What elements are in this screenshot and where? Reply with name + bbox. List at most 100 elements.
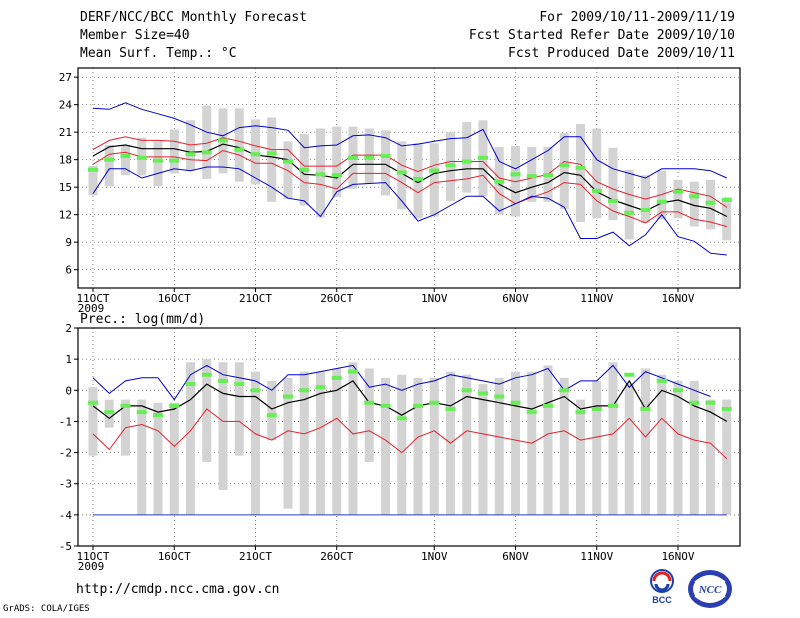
panel1-x-tick-label: 11OCT [76,292,109,305]
panel1-ensemble-bar [88,166,98,196]
panel1-mean-line [92,143,728,218]
panel1-y-tick-label: 27 [59,71,72,84]
panel2-marker [185,382,196,387]
panel2-ensemble-bar [689,380,699,515]
panel2-ensemble-bar [299,371,309,515]
panel2-marker [591,406,602,411]
panel1-ensemble-bar [332,126,342,198]
member-size-label: Member Size=40 [80,28,190,43]
panel1-marker [494,179,505,184]
panel1-marker [218,138,228,143]
panel1-ensemble-bar [267,117,277,202]
panel2-ensemble-bar [543,365,553,515]
panel2-marker [348,369,358,374]
panel2-x-tick-label: 16OCT [158,550,191,563]
panel2-frame [77,327,741,547]
panel1-marker [656,199,667,204]
panel2-marker [575,410,586,415]
panel2-ensemble-bar [218,362,228,490]
panel2-marker [136,410,147,415]
ncc-logo: NCC [688,570,732,608]
bcc-logo: BCC [650,569,674,605]
panel1-ensemble-bar [689,181,699,227]
panel2-ensemble-bar [348,362,358,515]
panel1-y-tick-label: 18 [59,154,72,167]
panel2-title: Prec.: log(mm/d) [80,312,205,327]
panel1-marker [201,150,212,155]
panel1-marker [364,155,375,160]
forecast-period-label: For 2009/10/11-2009/11/19 [539,10,735,25]
panel2-y-tick-label: -3 [59,478,72,491]
panel2-x-tick-label: 11NOV [580,550,613,563]
panel1-marker [396,170,407,175]
panel1-marker [120,154,131,158]
panel1-marker [461,159,472,164]
panel2-ensemble-bar [494,377,504,515]
panel1-marker [478,155,488,160]
panel2-ensemble-bar [624,384,634,515]
panel1-marker [348,155,358,160]
panel1-x-tick-label: 21OCT [239,292,272,305]
panel2-ensemble-bar [429,377,439,515]
panel2-marker [396,416,407,421]
panel2-ensemble-bar [576,399,585,515]
panel2-marker [364,400,375,405]
panel2-ensemble-bar [186,362,195,515]
panel1-y-tick-label: 21 [59,126,72,139]
panel1-ensemble-bar [624,169,634,240]
panel1-marker [315,172,326,177]
panel2-ensemble-bar [316,371,325,515]
panel2-marker [656,378,667,383]
panel1-ensemble-bar [429,143,439,217]
chart-title: DERF/NCC/BCC Monthly Forecast [80,10,307,25]
panel2-marker [299,388,310,393]
panel1-x-tick-label: 16NOV [661,292,694,305]
panel1-min-line [92,166,727,256]
panel2-x-tick-label: 11OCT [76,550,109,563]
panel2-marker [234,382,245,387]
panel1-ensemble-bar [234,108,244,182]
panel2-marker [266,413,277,418]
panel2-ensemble-bar [559,377,569,515]
panel1-marker [299,167,310,172]
panel1-ensemble-bar [673,179,683,219]
panel2-ensemble-bar [673,380,683,515]
panel2-ensemble-bar [641,368,650,515]
panel2-marker [201,372,212,377]
panel2-marker [494,394,505,399]
panel2-marker [104,410,115,415]
panel2-marker [413,403,423,408]
panel2-y-tick-label: -1 [59,415,72,428]
panel2-marker [705,400,716,405]
panel2-x-tick-label: 6NOV [502,550,529,563]
panel1-marker [543,173,553,178]
panel1-marker [689,194,700,199]
panel2-ensemble-bar [202,359,212,462]
panel1-marker [266,151,277,156]
panel2-y-tick-label: 2 [65,322,72,335]
panel1-y-tick-label: 6 [65,264,72,277]
panel1-ensemble-bar [722,197,732,241]
panel1-x-tick-label: 1NOV [421,292,448,305]
panel2-marker [510,400,521,405]
panel2-marker [689,400,700,405]
panel2-ensemble-bar [88,387,98,456]
panel2-x-tick-label: 1NOV [421,550,448,563]
panel1-marker [705,200,716,205]
panel1-y-tick-label: 9 [65,236,72,249]
panel2-ensemble-bar [511,371,520,515]
panel2-marker [380,403,391,408]
panel2-y-tick-label: -5 [59,540,72,553]
panel1-marker [526,174,537,179]
panel1-marker [185,152,196,157]
panel2-ensemble-bar [364,368,374,462]
panel2-ensemble-bar [381,377,390,515]
panel2-marker [283,394,293,399]
panel1-ensemble-bar [397,141,407,210]
panel1-marker [721,198,732,202]
panel2-x-tick-label: 26OCT [320,550,353,563]
panel1-marker [88,167,98,172]
panel1-ensemble-bar [153,141,163,187]
panel2-ensemble-bar [137,399,147,515]
panel1-marker [331,173,342,178]
